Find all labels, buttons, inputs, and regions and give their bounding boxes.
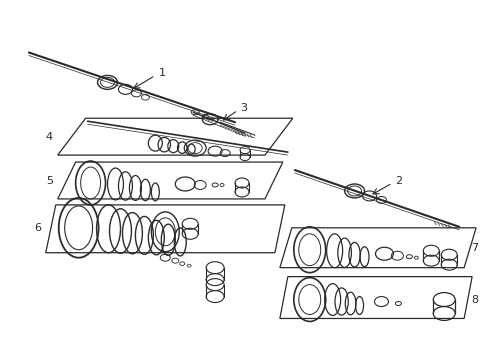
Text: 1: 1: [158, 68, 165, 78]
Text: 4: 4: [45, 132, 53, 142]
Text: 5: 5: [46, 176, 53, 186]
Text: 6: 6: [34, 223, 41, 233]
Text: 3: 3: [240, 103, 246, 113]
Text: 8: 8: [470, 294, 477, 305]
Text: 2: 2: [395, 176, 402, 186]
Text: 7: 7: [470, 243, 477, 253]
